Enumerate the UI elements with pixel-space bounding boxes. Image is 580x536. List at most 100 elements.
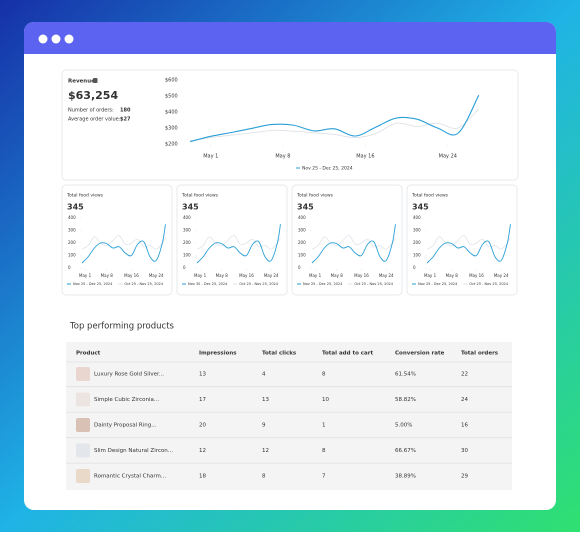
mini-chart-card: [176, 184, 288, 296]
x-tick-label: May 1: [194, 273, 207, 278]
revenue-label: Revenue: [68, 79, 95, 85]
x-tick-label: May 8: [331, 273, 344, 278]
line-series: [196, 224, 281, 264]
aov-label: Average order value:: [68, 117, 121, 123]
aov-value: $27: [120, 117, 131, 123]
mini-chart-value: 345: [67, 203, 84, 212]
y-tick-label: $500: [165, 94, 178, 100]
line-series: [190, 94, 480, 143]
table-cell: 8: [322, 372, 326, 378]
y-tick-label: 0: [298, 265, 301, 270]
y-tick-label: $200: [165, 142, 178, 148]
x-tick-label: May 1: [79, 273, 92, 278]
table-cell: 12: [199, 448, 206, 454]
table-cell: 20: [199, 423, 206, 429]
y-tick-label: $600: [165, 78, 178, 84]
line-series: [196, 235, 281, 250]
legend-label: Nov 25 - Dec 25, 2024: [303, 282, 343, 286]
revenue-total: $63,254: [68, 89, 118, 102]
legend-label: Nov 30 - Dec 25, 2024: [188, 282, 228, 286]
y-tick-label: 100: [183, 253, 191, 258]
table-cell: 29: [461, 474, 468, 480]
mini-chart-card: [291, 184, 403, 296]
table-cell: 16: [461, 423, 468, 429]
line-series: [311, 224, 396, 264]
table-cell: 5.00%: [395, 423, 412, 429]
line-series: [426, 224, 511, 264]
window-dot[interactable]: [64, 34, 74, 44]
x-tick-label: May 24: [494, 273, 509, 278]
x-tick-label: May 8: [216, 273, 229, 278]
table-cell: 1: [322, 423, 326, 429]
lock-icon: [93, 78, 98, 83]
y-tick-label: 400: [298, 215, 306, 220]
legend-label: Nov 25 - Dec 25, 2024: [418, 282, 458, 286]
line-series: [81, 224, 166, 264]
table-cell: 24: [461, 397, 468, 403]
window-dot[interactable]: [51, 34, 61, 44]
x-tick-label: May 8: [275, 154, 290, 160]
y-tick-label: 300: [413, 228, 421, 233]
x-tick-label: May 16: [469, 273, 484, 278]
table-cell: 30: [461, 448, 468, 454]
product-name: Dainty Proposal Ring...: [94, 423, 157, 429]
x-tick-label: May 16: [354, 273, 369, 278]
table-cell: 13: [262, 397, 269, 403]
table-cell: 8: [262, 474, 266, 480]
product-thumbnail: [76, 443, 90, 458]
column-header: Total clicks: [262, 351, 297, 357]
product-name: Luxury Rose Gold Silver...: [94, 372, 164, 378]
x-tick-label: May 16: [356, 154, 374, 160]
table: [66, 342, 512, 490]
y-tick-label: 400: [68, 215, 76, 220]
y-tick-label: 200: [68, 240, 76, 245]
x-tick-label: May 1: [203, 154, 218, 160]
mini-chart-title: Total food views: [181, 193, 219, 199]
legend-label: Oct 25 - Nov 25, 2024: [124, 282, 163, 286]
product-name: Romantic Crystal Charm...: [94, 474, 166, 480]
y-tick-label: 0: [183, 265, 186, 270]
product-thumbnail: [76, 367, 90, 381]
product-thumbnail: [76, 418, 90, 432]
y-tick-label: 0: [413, 265, 416, 270]
y-tick-label: 300: [298, 228, 306, 233]
line-series: [81, 235, 166, 250]
mini-chart-title: Total food views: [66, 193, 104, 199]
column-header: Impressions: [199, 351, 237, 357]
y-tick-label: 200: [183, 240, 191, 245]
y-tick-label: 300: [68, 228, 76, 233]
line-series: [311, 235, 396, 250]
title-bar: [24, 22, 556, 54]
orders-value: 180: [120, 108, 131, 114]
x-tick-label: May 24: [439, 154, 457, 160]
line-series: [426, 235, 511, 250]
x-tick-label: May 8: [446, 273, 459, 278]
x-tick-label: May 24: [379, 273, 394, 278]
legend-label: Oct 25 - Nov 25, 2024: [239, 282, 278, 286]
column-header: Total add to cart: [322, 351, 373, 357]
table-cell: 12: [262, 448, 269, 454]
y-tick-label: 200: [298, 240, 306, 245]
x-tick-label: May 1: [424, 273, 437, 278]
y-tick-label: 300: [183, 228, 191, 233]
product-name: Slim Design Natural Zircon...: [94, 448, 173, 454]
table-cell: 22: [461, 372, 468, 378]
mini-chart-value: 345: [412, 203, 429, 212]
y-tick-label: 100: [413, 253, 421, 258]
y-tick-label: 200: [413, 240, 421, 245]
y-tick-label: $400: [165, 110, 178, 116]
x-tick-label: May 1: [309, 273, 322, 278]
column-header: Conversion rate: [395, 351, 445, 357]
window-dot[interactable]: [38, 34, 48, 44]
mini-chart-card: [61, 184, 173, 296]
mini-chart-title: Total food views: [411, 193, 449, 199]
table-cell: 4: [262, 372, 266, 378]
table-cell: 66.67%: [395, 448, 416, 454]
table-cell: 58.82%: [395, 397, 416, 403]
column-header: Product: [76, 351, 101, 357]
product-thumbnail: [76, 469, 90, 483]
legend-label: Oct 25 - Nov 25, 2024: [469, 282, 508, 286]
section-title: Top performing products: [69, 322, 175, 332]
